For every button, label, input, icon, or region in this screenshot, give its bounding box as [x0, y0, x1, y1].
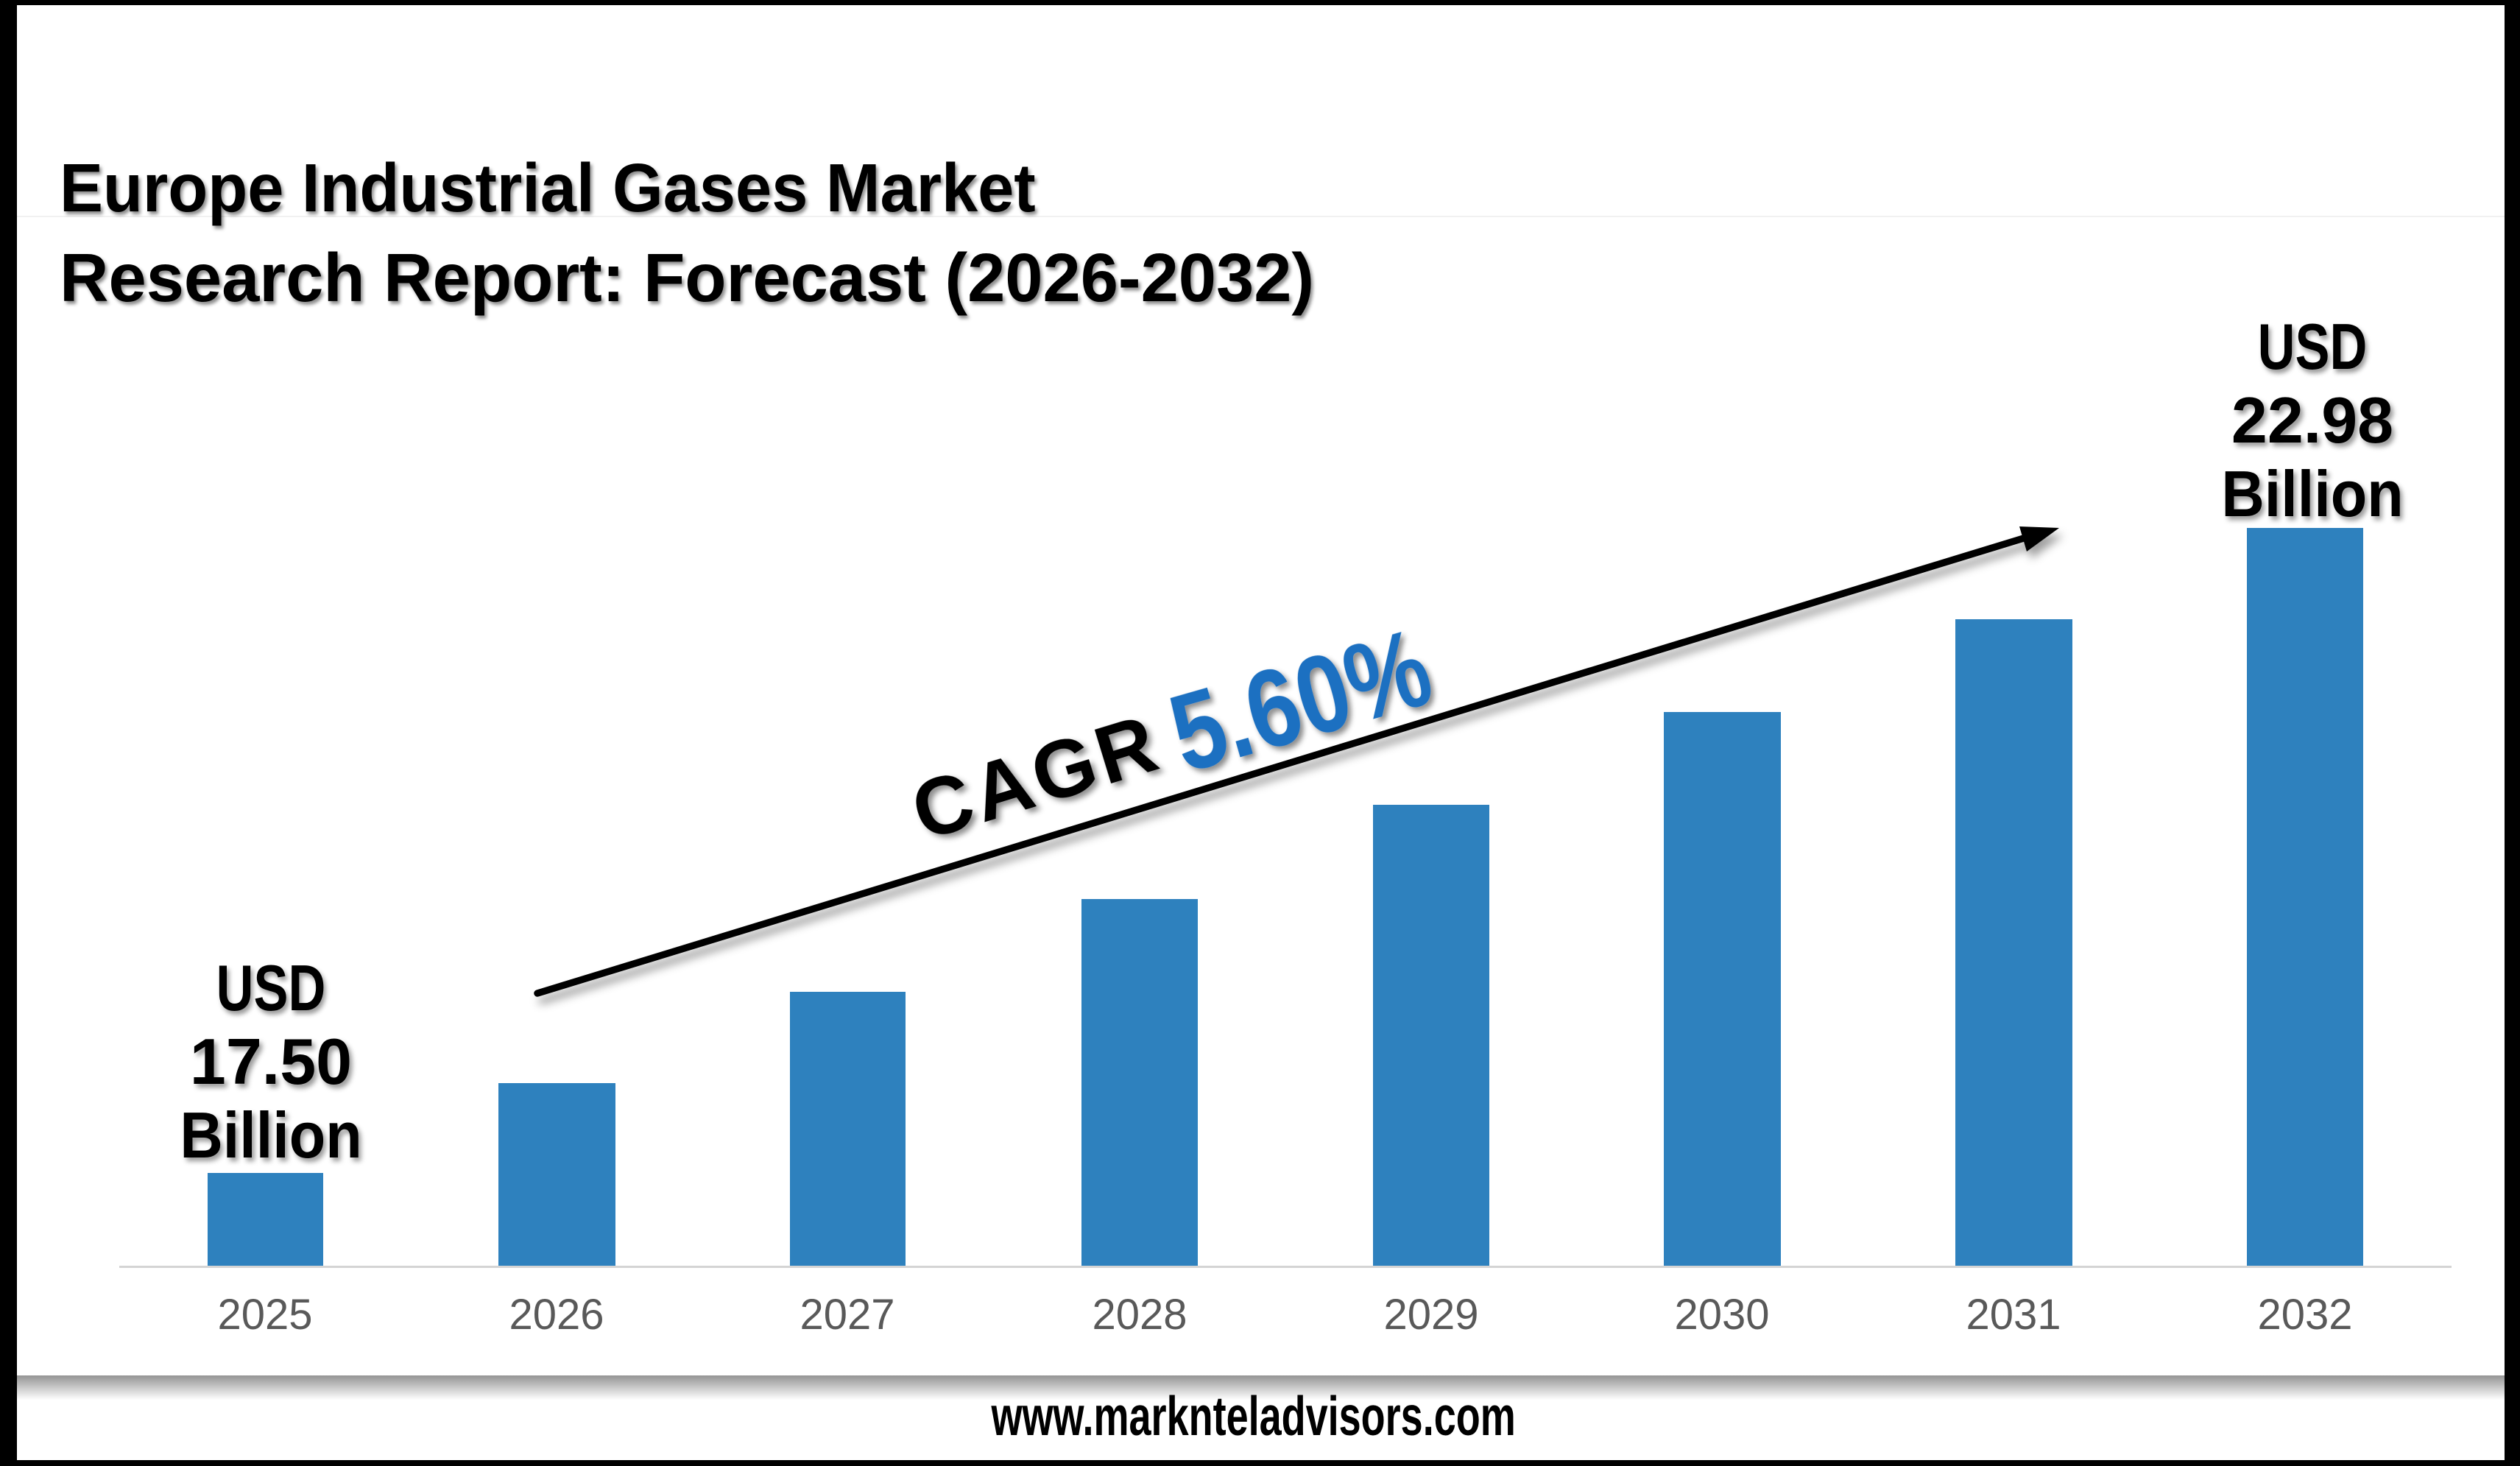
svg-text:CAGR: CAGR	[902, 697, 1171, 858]
svg-text:5.60%: 5.60%	[1157, 605, 1444, 796]
